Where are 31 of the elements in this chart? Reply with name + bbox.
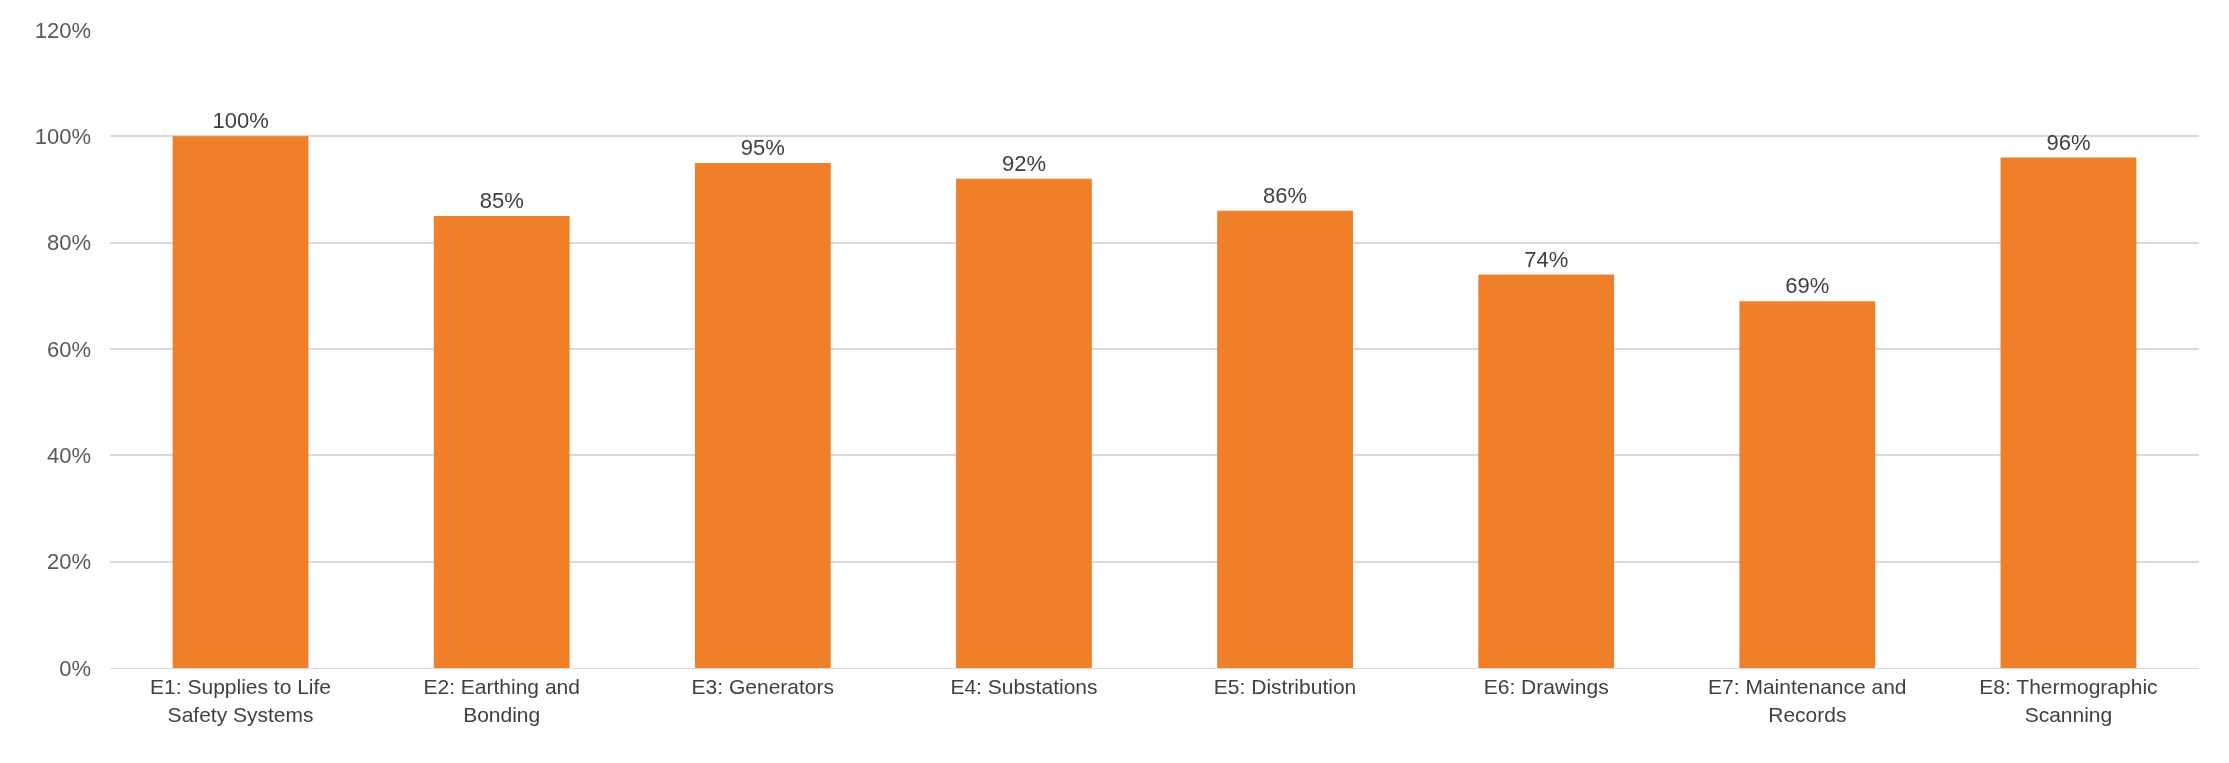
data-label: 85%: [479, 188, 524, 214]
bar: [433, 216, 570, 668]
data-label: 96%: [2046, 129, 2091, 155]
data-label: 92%: [1001, 150, 1046, 176]
y-tick-label: 0%: [59, 655, 91, 681]
x-tick-label: E4: Substations: [950, 675, 1098, 699]
y-tick-label: 100%: [34, 124, 91, 150]
bar: [172, 136, 309, 668]
y-tick-label: 60%: [46, 336, 91, 362]
data-label: 74%: [1524, 246, 1569, 272]
data-label: 86%: [1263, 182, 1308, 208]
data-label: 69%: [1785, 273, 1830, 299]
bar: [1478, 274, 1615, 668]
bar: [956, 178, 1092, 668]
x-tick-label: E8: Thermographic Scanning: [1979, 675, 2158, 726]
y-tick-label: 40%: [46, 443, 91, 469]
bar: [2000, 157, 2137, 668]
x-tick-label: E3: Generators: [691, 675, 835, 699]
y-tick-label: 80%: [46, 230, 91, 256]
bar: [1217, 210, 1353, 668]
x-tick-label: E2: Earthing and Bonding: [423, 675, 580, 726]
x-tick-label: E6: Drawings: [1483, 675, 1609, 699]
x-tick-label: E7: Maintenance and Records: [1708, 675, 1907, 726]
x-tick-label: E1: Supplies to Life Safety Systems: [150, 675, 332, 726]
data-label: 95%: [740, 134, 785, 160]
x-tick-label: E5: Distribution: [1213, 675, 1357, 699]
data-label: 100%: [212, 108, 269, 134]
y-tick-label: 20%: [46, 549, 91, 575]
bar: [694, 162, 831, 668]
y-tick-label: 120%: [34, 17, 91, 43]
bar: [1739, 301, 1876, 668]
